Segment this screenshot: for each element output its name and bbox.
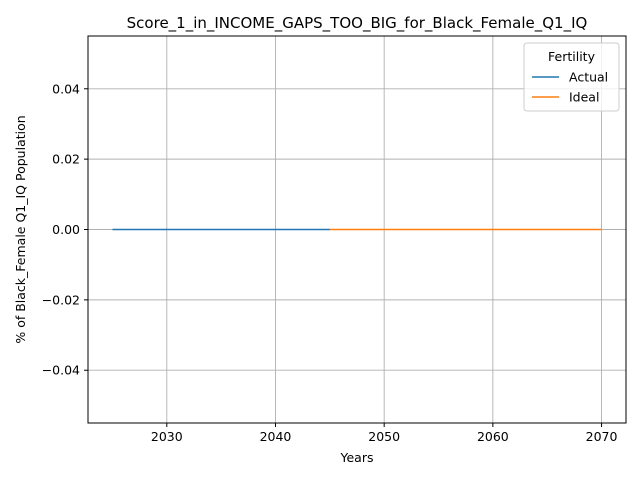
- x-tick-label: 2030: [151, 429, 183, 444]
- x-tick-label: 2070: [586, 429, 618, 444]
- chart-title: Score_1_in_INCOME_GAPS_TOO_BIG_for_Black…: [127, 14, 588, 33]
- x-tick-label: 2050: [368, 429, 400, 444]
- legend-label-actual: Actual: [569, 70, 608, 85]
- x-tick-label: 2040: [260, 429, 292, 444]
- x-axis-ticks: 2030 2040 2050 2060 2070: [151, 423, 618, 444]
- x-tick-label: 2060: [477, 429, 509, 444]
- y-tick-label: −0.04: [42, 363, 80, 378]
- y-axis-label: % of Black_Female Q1_IQ Population: [13, 115, 28, 343]
- legend-items: Actual Ideal: [532, 70, 608, 105]
- legend-title: Fertility: [548, 49, 596, 64]
- y-axis-ticks: −0.04 −0.02 0.00 0.02 0.04: [42, 81, 88, 378]
- y-tick-label: 0.00: [52, 222, 80, 237]
- y-tick-label: 0.04: [52, 81, 80, 96]
- legend-box: [523, 42, 620, 112]
- legend: Fertility Actual Ideal: [523, 42, 620, 112]
- legend-label-ideal: Ideal: [569, 90, 599, 105]
- y-tick-label: 0.02: [52, 152, 80, 167]
- x-axis-label: Years: [340, 450, 374, 465]
- y-tick-label: −0.02: [42, 292, 80, 307]
